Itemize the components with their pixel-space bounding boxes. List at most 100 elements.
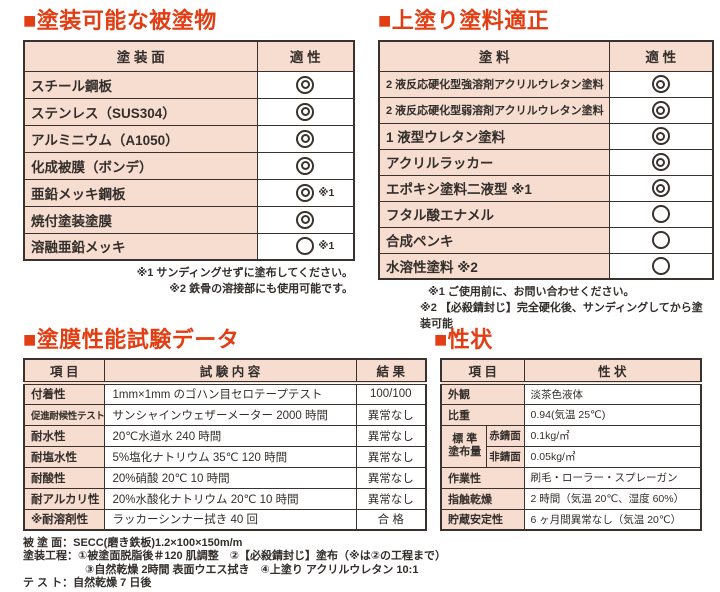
table-row: 合成ペンキ	[378, 226, 714, 254]
table-row: 貯蔵安定性 6 ヶ月間異常なし（気温 20℃）	[440, 508, 702, 531]
property-item: 外観	[440, 382, 525, 405]
paint-label: 水溶性塗料 ※2	[378, 252, 610, 280]
suitability-cell	[608, 226, 714, 254]
table-header-row: 項 目 試 験 内 容 結 果	[23, 358, 427, 386]
table-row: 1 液型ウレタン塗料	[378, 122, 714, 150]
section-properties: ■性状 項 目 性 状 外観 淡茶色液体 比重 0.94(気温 25℃)	[434, 328, 703, 532]
paint-label: エポキシ塗料二液型 ※1	[378, 174, 610, 202]
surface-label: スチール鋼板	[23, 70, 258, 99]
suitability-mark-icon	[651, 127, 670, 146]
property-value: 刷毛・ローラー・スプレーガン	[523, 466, 702, 489]
table-row: 作業性 刷毛・ローラー・スプレーガン	[440, 466, 702, 489]
paint-label: アクリルラッカー	[378, 148, 610, 176]
suitability-mark-icon	[296, 102, 315, 121]
property-value: 0.1kg/㎡	[523, 424, 702, 447]
table-row: スチール鋼板	[23, 70, 355, 99]
paintable-notes: ※1 サンディングせずに塗布してください。 ※2 鉄骨の溶接部にも使用可能です。	[23, 266, 353, 298]
footer-line-test: テ ス ト：自然乾燥 7 日後	[23, 577, 152, 590]
col-header-content: 試 験 内 容	[103, 358, 357, 386]
table-row: 水溶性塗料 ※2	[378, 252, 714, 280]
table-row: 耐水性 20℃水道水 240 時間 異常なし	[23, 424, 427, 447]
table-row: 2 液反応硬化型弱溶剤アクリルウレタン塗料	[378, 96, 714, 124]
suitability-cell	[608, 200, 714, 228]
test-result: 異常なし	[355, 445, 427, 468]
test-item: 促進耐候性テスト	[23, 403, 105, 426]
suitability-cell	[256, 70, 355, 99]
paint-label: 1 液型ウレタン塗料	[378, 122, 610, 150]
topcoat-notes: ※1 ご使用前に、お問い合わせください。 ※2 【必殺錆封じ】完全硬化後、サンデ…	[378, 285, 712, 333]
table-row: 付着性 1mm×1mm のゴハン目セロテープテスト 100/100	[23, 382, 427, 405]
property-value: 0.94(気温 25℃)	[523, 403, 702, 426]
suitability-cell	[608, 96, 714, 124]
col-header-paint: 塗 料	[378, 40, 610, 72]
table-row: 外観 淡茶色液体	[440, 382, 702, 405]
test-result: 合 格	[355, 508, 427, 531]
suitability-mark-icon	[296, 75, 315, 94]
suitability-cell: ※1	[256, 232, 355, 261]
property-value: 6 ヶ月間異常なし（気温 20℃）	[523, 508, 702, 531]
test-item: 付着性	[23, 382, 105, 405]
suitability-cell	[608, 252, 714, 280]
suitability-cell	[608, 174, 714, 202]
property-subitem: 非錆面	[485, 445, 525, 468]
suitability-cell	[256, 151, 355, 180]
note-line: ※2 【必殺錆封じ】完全硬化後、サンディングしてから塗装可能	[420, 302, 703, 330]
col-header-item: 項 目	[440, 358, 525, 386]
note-line: ※2 鉄骨の溶接部にも使用可能です。	[169, 283, 353, 296]
table-row: アクリルラッカー	[378, 148, 714, 176]
test-content: 20%硝酸 20℃ 10 時間	[103, 466, 357, 489]
test-content: 20%水酸化ナトリウム 20℃ 10 時間	[103, 487, 357, 510]
suitability-footnote: ※1	[318, 186, 335, 199]
table-row: 2 液反応硬化型強溶剤アクリルウレタン塗料	[378, 70, 714, 98]
property-item-coating-amount: 標 準 塗布量	[440, 424, 487, 468]
section-topcoat-suitability: ■上塗り塗料適正 塗 料 適 性 2 液反応硬化型強溶剤アクリルウレタン塗料 2…	[378, 8, 714, 333]
col-header-result: 結 果	[355, 358, 427, 386]
coating-amount-label-line1: 標 準	[452, 433, 478, 446]
properties-table: 項 目 性 状 外観 淡茶色液体 比重 0.94(気温 25℃) 標 準 塗布量	[440, 358, 703, 532]
paint-label: フタル酸エナメル	[378, 200, 610, 228]
table-header-row: 塗 装 面 適 性	[23, 40, 355, 72]
topcoat-suitability-table: 塗 料 適 性 2 液反応硬化型強溶剤アクリルウレタン塗料 2 液反応硬化型弱溶…	[378, 40, 714, 281]
col-header-surface: 塗 装 面	[23, 40, 258, 72]
paint-label: 合成ペンキ	[378, 226, 610, 254]
test-content: 5%塩化ナトリウム 35℃ 120 時間	[103, 445, 357, 468]
test-result: 異常なし	[355, 424, 427, 447]
table-row: 非錆面 0.05kg/㎡	[441, 445, 702, 468]
section-title-topcoat: ■上塗り塗料適正	[378, 8, 550, 33]
property-subitem: 赤錆面	[485, 424, 525, 447]
note-line: ※1 サンディングせずに塗布してください。	[136, 267, 353, 280]
suitability-cell	[608, 148, 714, 176]
table-row: 指触乾燥 2 時間（気温 20℃、湿度 60%）	[440, 487, 702, 510]
section-paintable-substrates: ■塗装可能な被塗物 塗 装 面 適 性 スチール鋼板 ステンレス（SUS304）…	[23, 9, 355, 298]
property-value: 2 時間（気温 20℃、湿度 60%）	[523, 487, 702, 510]
col-header-suitability: 適 性	[608, 40, 714, 72]
paintable-substrates-table: 塗 装 面 適 性 スチール鋼板 ステンレス（SUS304） アルミニウム（A1…	[23, 40, 355, 262]
note-line: ※1 ご使用前に、お問い合わせください。	[428, 286, 635, 299]
footer-notes: 被 塗 面：SECC(磨き鉄板)1.2×100×150m/m 塗装工程：①被塗面…	[23, 537, 713, 591]
test-item: 耐水性	[23, 424, 105, 447]
footer-line-substrate: 被 塗 面：SECC(磨き鉄板)1.2×100×150m/m	[23, 537, 243, 549]
suitability-cell	[608, 70, 714, 98]
suitability-cell	[256, 124, 355, 153]
paint-label: 2 液反応硬化型強溶剤アクリルウレタン塗料	[378, 70, 610, 98]
footer-line-process: 塗装工程：①被塗面脱脂後＃120 肌調整 ②【必殺錆封じ】塗布（※は②の工程まで…	[23, 550, 447, 563]
table-row: エポキシ塗料二液型 ※1	[378, 174, 714, 202]
table-row: 焼付塗装塗膜	[23, 205, 355, 234]
table-row: ※耐溶剤性 ラッカーシンナー拭き 40 回合 格	[23, 508, 427, 531]
table-row: 亜鉛メッキ鋼板 ※1	[23, 178, 355, 207]
section-title-performance: ■塗膜性能試験データ	[23, 327, 240, 352]
table-row: 促進耐候性テスト サンシャインウェザーメーター 2000 時間 異常なし	[23, 403, 427, 426]
test-result: 100/100	[355, 382, 427, 405]
test-result: 異常なし	[355, 403, 427, 426]
col-header-suitability: 適 性	[256, 40, 355, 72]
suitability-mark-icon	[651, 231, 670, 250]
col-header-item: 項 目	[23, 358, 105, 386]
footer-line-process2: ③自然乾燥 2時間 表面ウエス拭き ④上塗り アクリルウレタン 10:1	[85, 563, 419, 576]
suitability-cell	[608, 122, 714, 150]
surface-label: ステンレス（SUS304）	[23, 97, 258, 126]
suitability-mark-icon	[651, 256, 670, 275]
section-performance-data: ■塗膜性能試験データ 項 目 試 験 内 容 結 果 付着性 1mm×1mm のゴ…	[23, 327, 427, 532]
property-item: 作業性	[440, 466, 525, 489]
table-row: 標 準 塗布量 赤錆面 0.1kg/㎡	[440, 424, 702, 468]
